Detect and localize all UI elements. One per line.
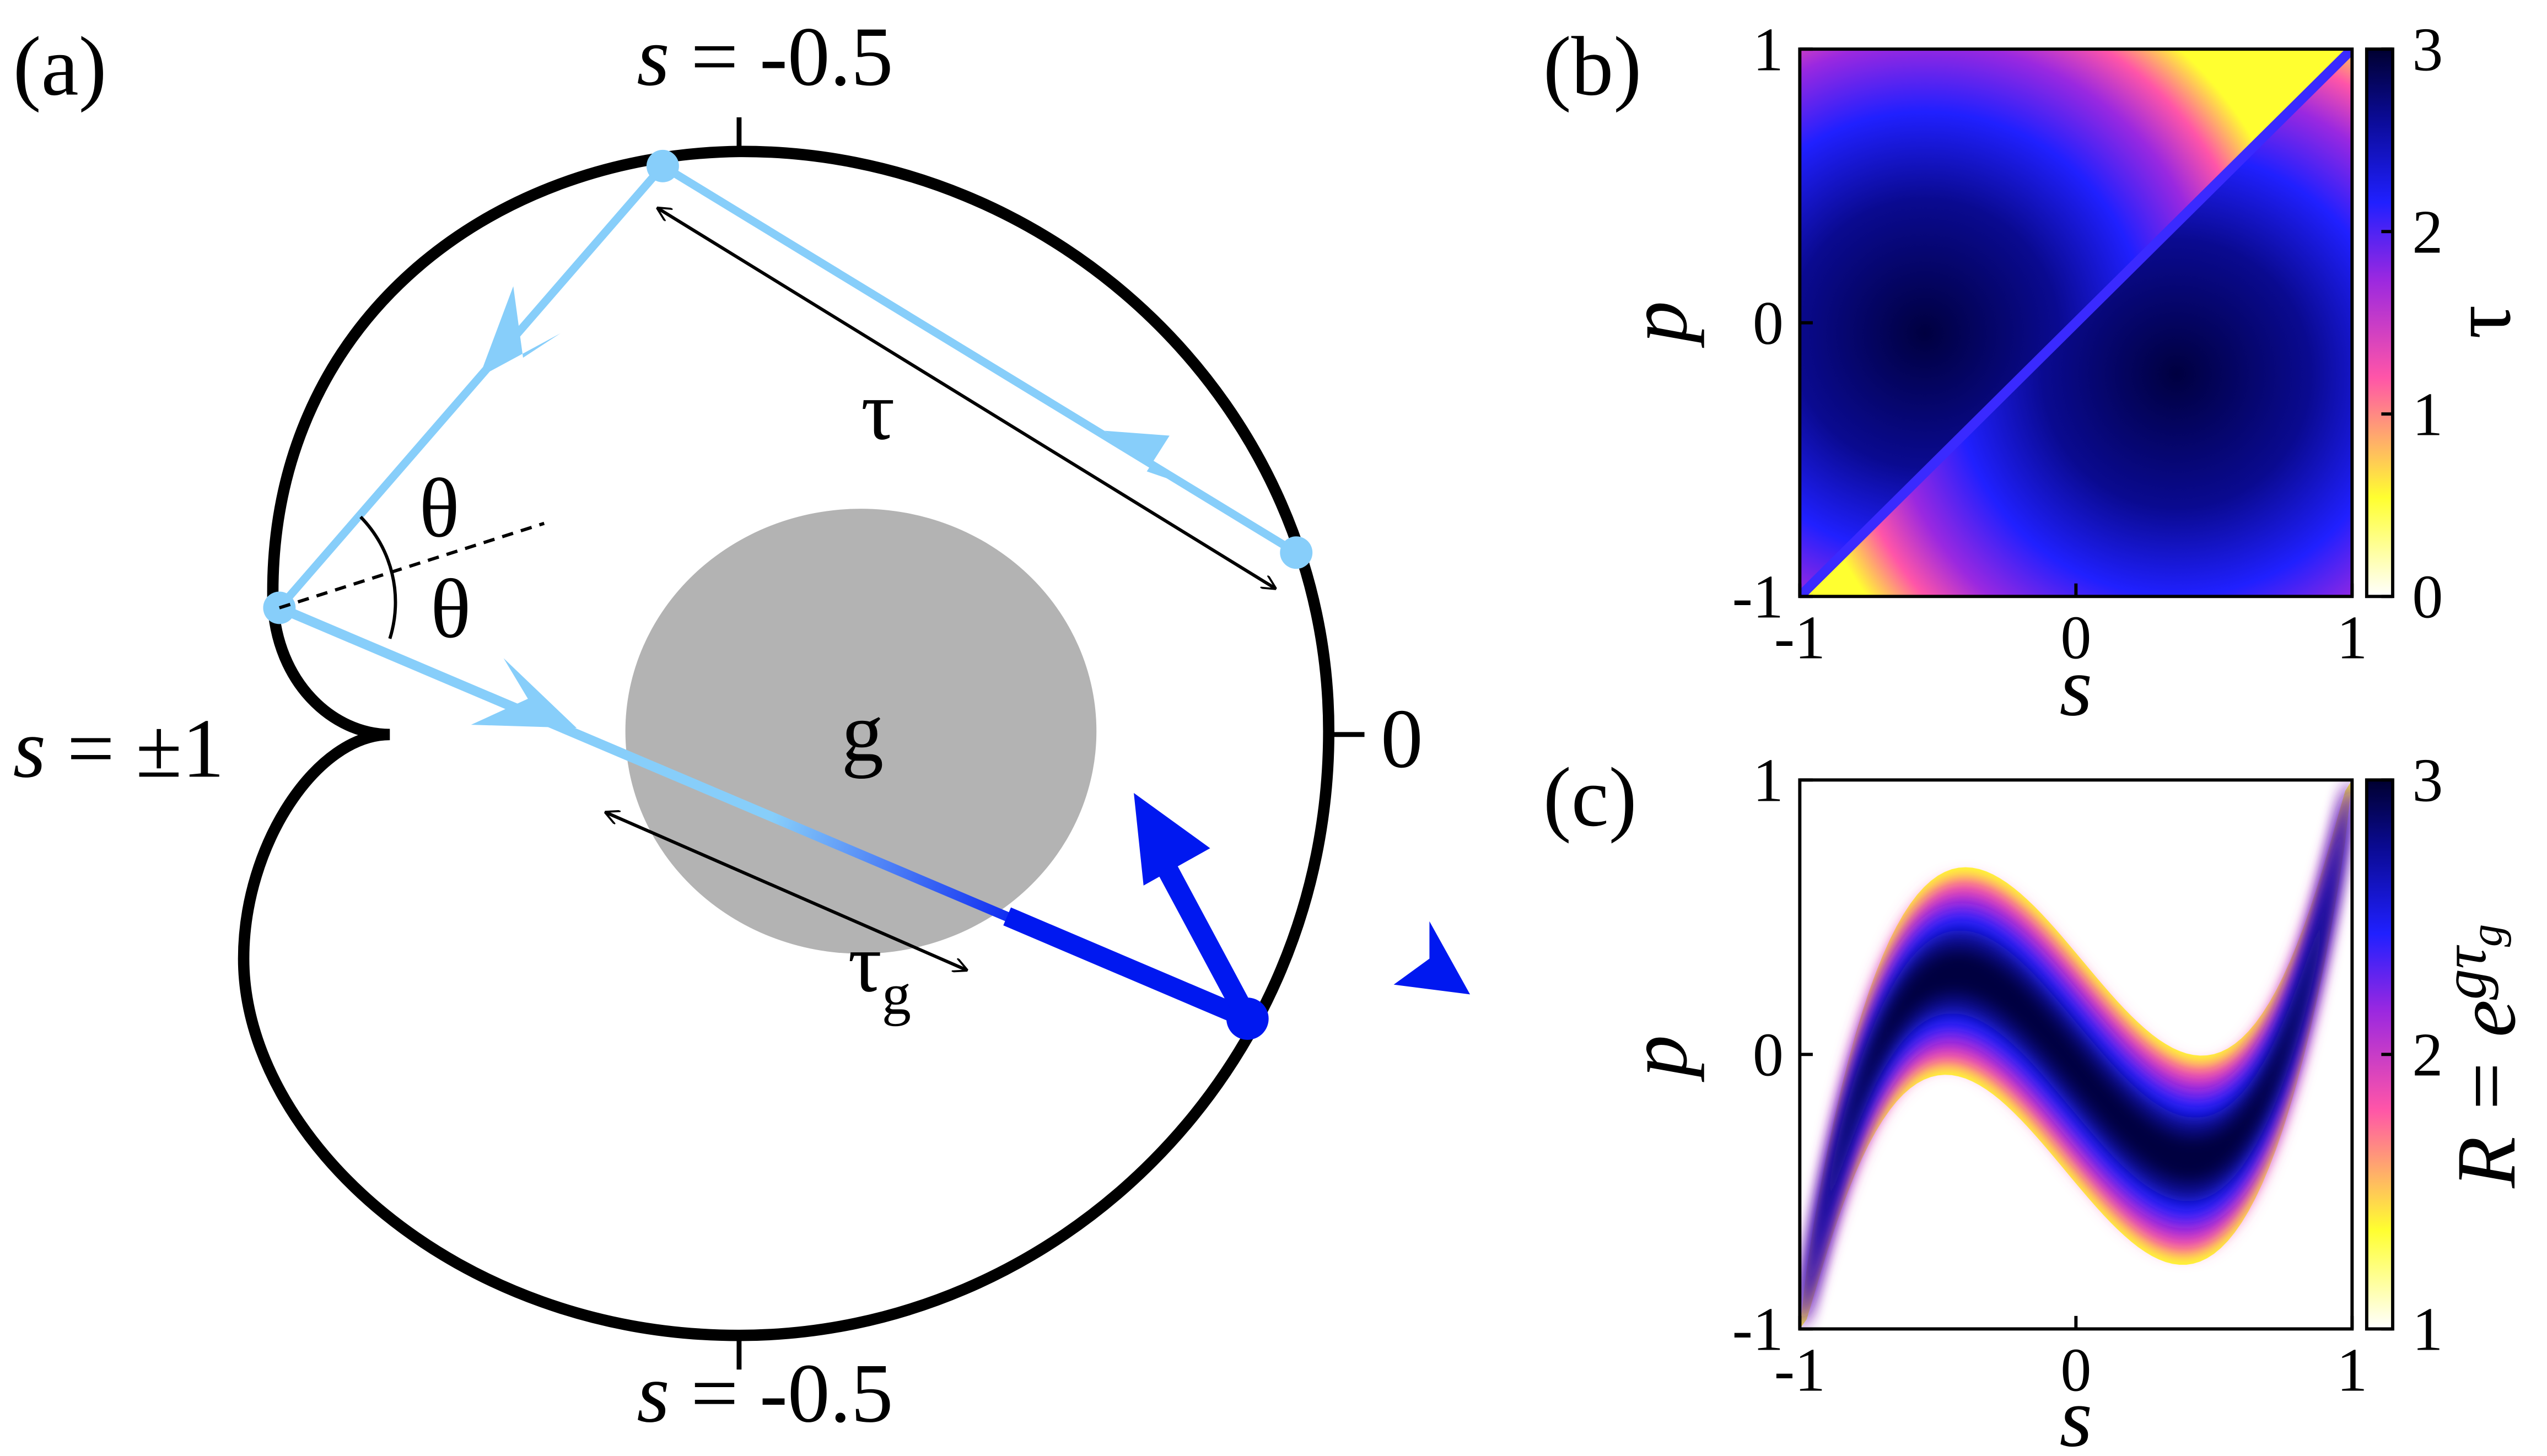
bounce-point: [646, 149, 679, 182]
x-axis-label: s: [2060, 1371, 2093, 1456]
theta-label: θ: [419, 461, 459, 555]
panel-c: (c) p s R = egτg: [1543, 751, 2533, 1456]
colorbar-tick-label: 3: [2412, 15, 2443, 84]
colorbar-label: τ: [2435, 305, 2528, 339]
band: [1800, 780, 2352, 1329]
x-tick-label: 1: [2336, 603, 2367, 672]
ray-arrow: [479, 286, 561, 378]
y-tick-label: 0: [1753, 289, 1784, 358]
s-label-left: s = ±1: [13, 702, 224, 795]
y-tick-label: 1: [1753, 15, 1784, 84]
s-label-top: s = -0.5: [637, 10, 893, 104]
panel-label: (c): [1543, 751, 1637, 844]
y-tick-label: -1: [1732, 1296, 1784, 1364]
colorbar-tick-label: 3: [2412, 747, 2443, 815]
panel-label: (a): [13, 20, 107, 114]
heatmap: [1800, 49, 2352, 597]
length-arrow: [606, 812, 966, 970]
gain-label: g: [842, 686, 884, 779]
length-arrow: [658, 208, 1275, 589]
y-tick-label: 1: [1753, 747, 1784, 815]
colorbar-tick-label: 1: [2412, 1296, 2443, 1364]
angle-arc: [359, 515, 397, 639]
bounce-point: [1226, 997, 1269, 1040]
x-tick-label: 1: [2336, 1336, 2367, 1404]
tau-label: τ: [861, 364, 895, 457]
s-label-right: 0: [1381, 692, 1423, 786]
x-tick-label: 0: [2060, 603, 2091, 672]
ray-amplified: [1003, 907, 1252, 1028]
ray-arrow: [471, 658, 577, 728]
theta-label: θ: [430, 562, 471, 656]
y-tick-label: -1: [1732, 563, 1784, 632]
panel-a: (a) s = -0.5 s = ±1 0 s = -0.5 τ θ θ g τ…: [13, 10, 1471, 1440]
normal: [278, 521, 545, 610]
ray-arrow: [1393, 921, 1471, 995]
ray-arrow: [1134, 792, 1210, 886]
y-tick-label: 0: [1753, 1021, 1784, 1090]
ray: [660, 163, 1299, 557]
panel-b: (b) p s τ: [1543, 20, 2529, 734]
y-axis-label: p: [1611, 1035, 1705, 1082]
tau-g-label: τg: [848, 916, 911, 1026]
ray-amplified: [1154, 856, 1257, 1024]
x-tick-label: -1: [1774, 1336, 1826, 1404]
colorbar-tick-label: 2: [2412, 1021, 2443, 1090]
ray: [276, 163, 666, 611]
x-axis-label: s: [2060, 640, 2093, 734]
billiard-boundary: [238, 145, 1335, 1341]
panel-label: (b): [1543, 20, 1642, 114]
y-axis-label: p: [1611, 301, 1705, 348]
colorbar: [2365, 47, 2394, 598]
x-tick-label: -1: [1774, 603, 1826, 672]
heatmap: [1800, 780, 2352, 1329]
colorbar-label: R = egτg: [2431, 924, 2533, 1189]
colorbar-tick-label: 0: [2412, 563, 2443, 632]
colorbar-tick-label: 2: [2412, 198, 2443, 266]
colorbar-tick-label: 1: [2412, 381, 2443, 449]
x-tick-label: 0: [2060, 1336, 2091, 1404]
bounce-point: [1280, 536, 1313, 569]
s-label-bottom: s = -0.5: [637, 1346, 893, 1440]
